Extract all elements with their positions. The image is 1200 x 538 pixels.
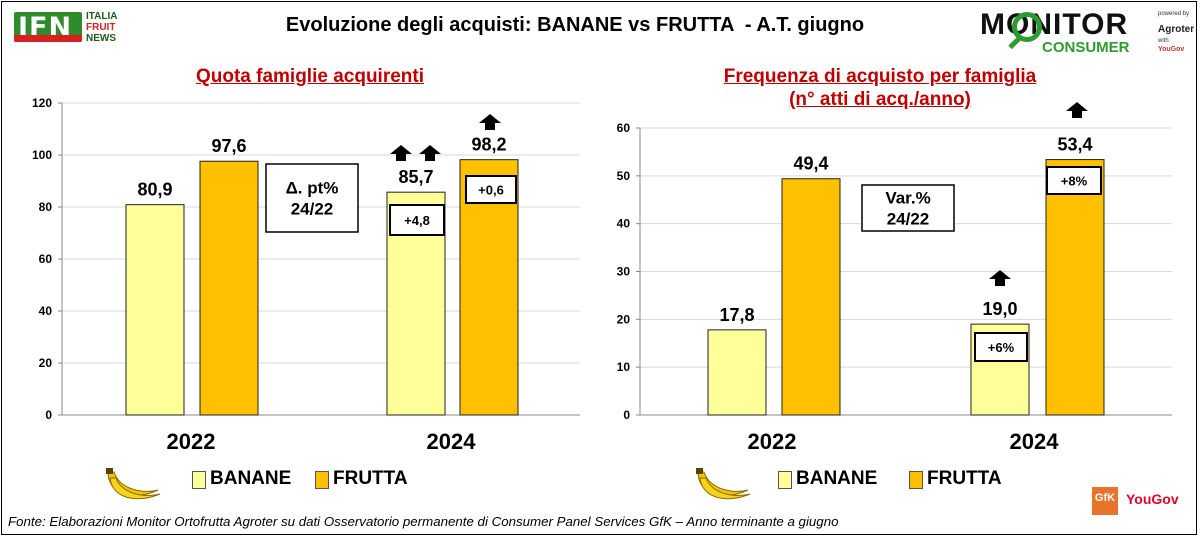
- banana-icon: [696, 468, 751, 500]
- ifn-logo-words: ITALIA FRUIT NEWS: [86, 11, 117, 44]
- y-tick-label-0: 0: [45, 408, 52, 422]
- note-line-1: 24/22: [887, 210, 930, 229]
- gfk-logo-box: GfK: [1092, 487, 1118, 515]
- y-tick-label-0: 80: [39, 200, 53, 214]
- data-label-frutta-2024: 98,2: [471, 135, 506, 155]
- change-box-banane: [974, 332, 1028, 362]
- legend-label-frutta: FRUTTA: [333, 468, 408, 489]
- change-box-frutta: [1046, 166, 1102, 195]
- page-title: Evoluzione degli acquisti: BANANE vs FRU…: [285, 14, 865, 36]
- y-tick-label-1: 40: [617, 217, 631, 231]
- y-tick-label-0: 40: [39, 304, 53, 318]
- ifn-logo-box: IFN: [14, 12, 82, 42]
- ifn-logo-stripe: [14, 35, 82, 42]
- up-arrow-icon: [479, 114, 501, 130]
- x-category-label-2022: 2022: [748, 429, 797, 454]
- change-label-frutta: +8%: [1061, 174, 1088, 189]
- legend-swatch-banane: [192, 471, 206, 489]
- up-arrow-icon: [1066, 102, 1088, 118]
- ifn-word-news: NEWS: [86, 33, 116, 44]
- y-tick-label-0: 20: [39, 356, 53, 370]
- monitor-consumer-logo: MONITOR CONSUMER powered by Agroter with…: [980, 8, 1194, 56]
- legend-right: BANANE FRUTTA: [690, 462, 1050, 502]
- bar-frutta-2024: [1045, 159, 1105, 416]
- magnifier-lens-icon: [1012, 12, 1042, 42]
- y-tick-label-0: 60: [39, 252, 53, 266]
- y-tick-label-1: 20: [617, 312, 631, 326]
- data-label-banane-2022: 17,8: [719, 305, 754, 325]
- data-label-frutta-2022: 49,4: [793, 154, 828, 174]
- legend-label-banane: BANANE: [796, 468, 878, 489]
- y-tick-label-1: 30: [617, 265, 631, 279]
- gfk-yougov-logo: GfK YouGov: [1092, 487, 1192, 517]
- x-category-label-2024: 2024: [427, 429, 477, 454]
- legend-label-frutta: FRUTTA: [927, 468, 1002, 489]
- legend-swatch-frutta: [909, 471, 923, 489]
- x-category-label-2024: 2024: [1010, 429, 1060, 454]
- yougov-logo-text: YouGov: [1126, 491, 1179, 507]
- monitor-logo-text: MONITOR: [980, 8, 1129, 41]
- y-tick-label-0: 120: [32, 96, 52, 110]
- ifn-logo: IFN ITALIA FRUIT NEWS: [14, 10, 124, 44]
- note-line-1: Var.%: [885, 189, 930, 208]
- change-label-banane: +6%: [988, 340, 1015, 355]
- consumer-logo-text: CONSUMER: [1042, 39, 1130, 56]
- note-box-0: [265, 163, 359, 233]
- yougov-small-text: YouGov: [1158, 46, 1185, 53]
- data-label-frutta-2024: 53,4: [1057, 135, 1092, 155]
- ifn-word-italia: ITALIA: [86, 11, 118, 22]
- change-label-banane: +4,8: [404, 213, 430, 228]
- change-box-banane: [389, 204, 445, 236]
- up-arrow-icon: [989, 270, 1011, 286]
- data-label-banane-2024: 19,0: [982, 299, 1017, 319]
- data-label-banane-2024: 85,7: [398, 167, 433, 187]
- change-box-frutta: [465, 175, 517, 204]
- legend-label-banane: BANANE: [210, 468, 292, 489]
- x-category-label-2022: 2022: [167, 429, 216, 454]
- bar-frutta-2022: [199, 160, 259, 416]
- y-tick-label-1: 10: [617, 360, 631, 374]
- chart-title-frequenza: Frequenza di acquisto per famiglia (n° a…: [723, 66, 1037, 110]
- legend-swatch-frutta: [315, 471, 329, 489]
- with-text: with: [1158, 38, 1169, 44]
- chart-title-quota: Quota famiglie acquirenti: [195, 66, 425, 87]
- bar-banane-2022: [707, 329, 767, 416]
- agroter-text: Agroter: [1158, 24, 1195, 35]
- y-tick-label-0: 100: [32, 148, 52, 162]
- change-label-frutta: +0,6: [478, 183, 504, 198]
- up-arrow-icon: [390, 145, 412, 161]
- up-arrow-icon: [419, 145, 441, 161]
- note-box-1: [861, 184, 955, 232]
- note-line-0: 24/22: [291, 200, 334, 219]
- source-note: Fonte: Elaborazioni Monitor Ortofrutta A…: [8, 514, 839, 529]
- banana-icon: [106, 468, 161, 500]
- y-tick-label-1: 0: [623, 408, 630, 422]
- bar-banane-2022: [125, 204, 185, 416]
- note-line-0: Δ. pt%: [286, 179, 339, 198]
- bar-frutta-2022: [781, 178, 841, 416]
- y-tick-label-1: 60: [617, 121, 631, 135]
- ifn-word-fruit: FRUIT: [86, 22, 116, 33]
- data-label-frutta-2022: 97,6: [211, 136, 246, 156]
- data-label-banane-2022: 80,9: [137, 180, 172, 200]
- legend-left: BANANE FRUTTA: [100, 462, 460, 502]
- y-tick-label-1: 50: [617, 169, 631, 183]
- powered-by-text: powered by: [1158, 11, 1190, 17]
- legend-swatch-banane: [778, 471, 792, 489]
